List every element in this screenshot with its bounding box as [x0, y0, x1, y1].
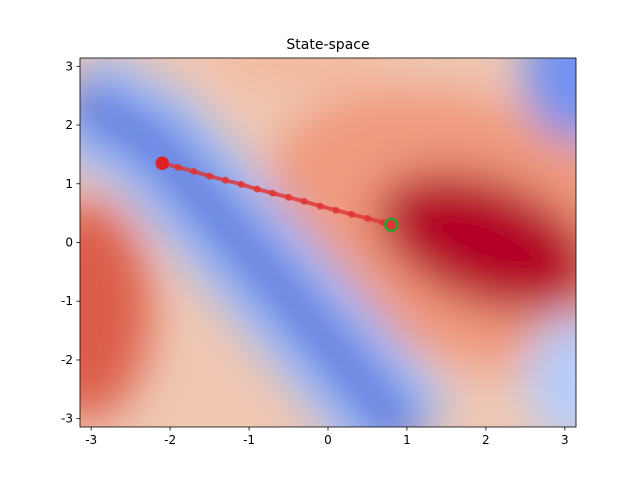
trajectory-point [348, 210, 356, 218]
x-tick-label: 1 [403, 433, 411, 447]
trajectory-point [206, 172, 214, 180]
start-marker [383, 217, 399, 233]
x-tick-label: -2 [164, 433, 176, 447]
end-marker [155, 156, 169, 170]
trajectory-point [190, 167, 198, 175]
trajectory-point [221, 176, 229, 184]
x-tick-label: 0 [324, 433, 332, 447]
trajectory-point [300, 197, 308, 205]
x-tick-label: -1 [243, 433, 255, 447]
y-tick-label: 0 [65, 236, 73, 250]
y-tick-label: -3 [61, 412, 73, 426]
trajectory-point [269, 189, 277, 197]
y-tick-label: 3 [65, 59, 73, 73]
x-tick-label: 3 [561, 433, 569, 447]
trajectory-point [363, 214, 371, 222]
y-tick-label: -1 [61, 294, 73, 308]
y-tick-label: -2 [61, 353, 73, 367]
trajectory-point [253, 185, 261, 193]
trajectory-point [174, 163, 182, 171]
x-tick-label: 2 [482, 433, 490, 447]
y-tick-label: 2 [65, 118, 73, 132]
chart-title: State-space [286, 37, 369, 53]
trajectory-point [285, 193, 293, 201]
trajectory-line [161, 161, 392, 227]
trajectory-point [332, 206, 340, 214]
trajectory-point [237, 180, 245, 188]
trajectory-point [316, 202, 324, 210]
x-tick-label: -3 [85, 433, 97, 447]
heatmap [80, 58, 576, 427]
y-tick-label: 1 [65, 177, 73, 191]
